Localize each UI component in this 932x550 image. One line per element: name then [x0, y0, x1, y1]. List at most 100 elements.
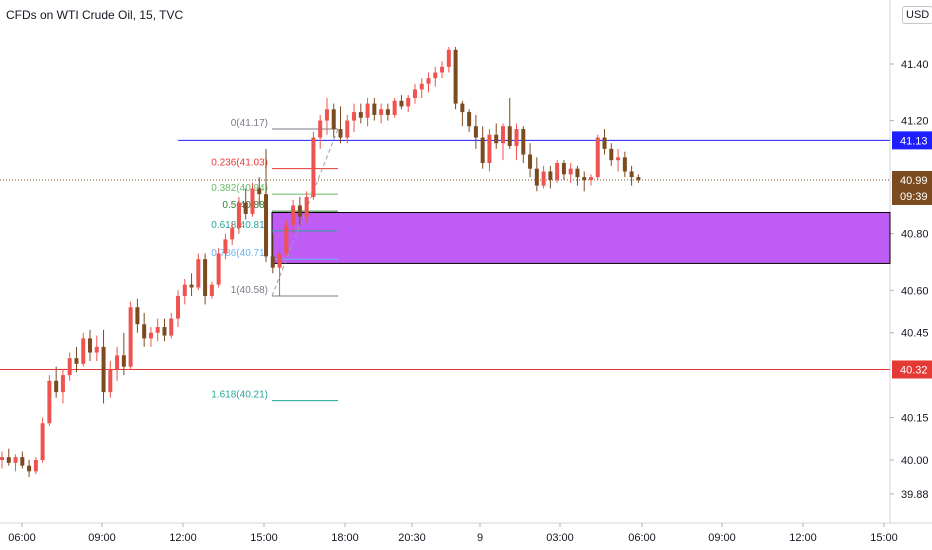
candle-body: [297, 205, 302, 217]
x-tick-label: 12:00: [789, 532, 817, 544]
chart-title: CFDs on WTI Crude Oil, 15, TVC: [6, 8, 184, 22]
candle-body: [372, 103, 377, 115]
candle-body: [148, 332, 153, 339]
candle-body: [243, 202, 248, 214]
y-tick-label: 39.88: [901, 489, 929, 501]
candle-body: [128, 307, 133, 367]
candle-body: [385, 109, 390, 115]
candle-body: [453, 49, 458, 104]
candle-body: [473, 126, 478, 138]
candle-body: [534, 168, 539, 186]
fib-level-label: 1(40.58): [231, 285, 268, 296]
candle-body: [257, 188, 262, 195]
fib-level-label: 1.618(40.21): [211, 390, 268, 401]
x-tick-label: 03:00: [546, 532, 574, 544]
candle-body: [182, 284, 187, 296]
candle-body: [602, 137, 607, 149]
fib-trend-line[interactable]: [271, 128, 339, 297]
candle-body: [528, 154, 533, 169]
candle-body: [6, 457, 11, 463]
fib-level-label: 0.786(40.71): [211, 248, 268, 259]
y-tick-label: 40.80: [901, 229, 929, 241]
candle-body: [101, 346, 106, 393]
candle-body: [189, 284, 194, 288]
candle-body: [622, 157, 627, 172]
candle-body: [500, 126, 505, 144]
candle-body: [514, 129, 519, 147]
candle-body: [88, 338, 93, 353]
candle-body: [345, 120, 350, 138]
candle-body: [169, 318, 174, 336]
x-tick-label: 15:00: [870, 532, 898, 544]
y-tick-label: 40.15: [901, 413, 929, 425]
candle-body: [352, 112, 357, 121]
x-tick-label: 18:00: [331, 532, 359, 544]
candle-body: [609, 148, 614, 161]
current-price-label: 40.99: [900, 175, 928, 187]
candle-body: [494, 134, 499, 144]
x-tick-label: 12:00: [169, 532, 197, 544]
currency-badge[interactable]: USD: [902, 6, 932, 24]
candle-body: [223, 239, 228, 254]
y-tick-label: 41.20: [901, 116, 929, 128]
candle-body: [521, 129, 526, 155]
x-tick-label: 09:00: [88, 532, 116, 544]
fib-level-label: 0(41.17): [231, 118, 268, 129]
candle-body: [311, 137, 316, 197]
candle-body: [433, 72, 438, 79]
candle-body: [379, 109, 384, 115]
candle-body: [20, 457, 25, 466]
candle-body: [67, 358, 72, 376]
candle-body: [203, 259, 208, 296]
candle-body: [304, 196, 309, 217]
candle-body: [358, 112, 363, 118]
candle-body: [419, 83, 424, 90]
candle-body: [588, 177, 593, 180]
candle-body: [318, 120, 323, 138]
candle-body: [13, 457, 18, 463]
candle-body: [196, 259, 201, 288]
candle-body: [412, 89, 417, 98]
candle-body: [541, 171, 546, 186]
candle-body: [636, 177, 641, 180]
candle-body: [460, 103, 465, 113]
candle-body: [487, 134, 492, 163]
x-tick-label: 9: [477, 532, 483, 544]
candle-body: [270, 256, 275, 268]
current-price-tag: [892, 170, 932, 205]
candle-body: [331, 109, 336, 130]
candle-body: [426, 78, 431, 84]
x-tick-label: 09:00: [708, 532, 736, 544]
fib-level-label: 0.236(41.03): [211, 158, 268, 169]
candle-body: [250, 188, 255, 214]
y-tick-label: 40.00: [901, 455, 929, 467]
candle-body: [162, 327, 167, 336]
candle-body: [555, 163, 560, 180]
candle-body: [94, 346, 99, 353]
candle-body: [209, 284, 214, 296]
y-tick-label: 41.40: [901, 59, 929, 71]
candle-body: [0, 457, 4, 460]
candle-body: [277, 253, 282, 268]
x-tick-label: 20:30: [398, 532, 426, 544]
candle-body: [338, 129, 343, 138]
bar-countdown-label: 09:39: [900, 191, 928, 203]
resistance-price-label: 41.13: [900, 135, 928, 147]
candle-body: [365, 103, 370, 118]
candle-body: [142, 324, 147, 339]
candle-body: [40, 423, 45, 460]
candle-body: [115, 355, 120, 370]
x-tick-label: 06:00: [628, 532, 656, 544]
candle-body: [121, 355, 126, 367]
candle-body: [392, 100, 397, 115]
y-tick-label: 40.45: [901, 328, 929, 340]
candle-body: [54, 380, 59, 393]
candle-body: [440, 66, 445, 73]
candle-body: [74, 358, 79, 364]
support-price-label: 40.32: [900, 364, 928, 376]
support-price-tag: [892, 360, 932, 379]
demand-zone[interactable]: [271, 212, 891, 264]
candle-body: [324, 109, 329, 121]
candle-body: [264, 194, 269, 257]
